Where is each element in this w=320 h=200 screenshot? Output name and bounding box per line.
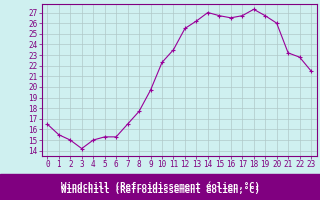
Text: Windchill (Refroidissement éolien,°C): Windchill (Refroidissement éolien,°C) (60, 186, 260, 194)
Text: Windchill (Refroidissement éolien,°C): Windchill (Refroidissement éolien,°C) (60, 182, 260, 192)
